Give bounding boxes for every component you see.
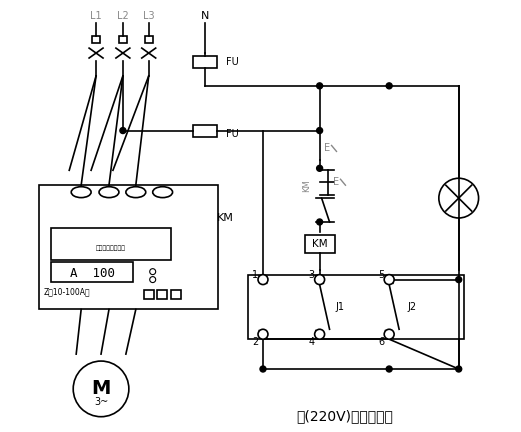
Text: FU: FU <box>226 129 239 139</box>
Circle shape <box>258 275 268 285</box>
Text: E: E <box>333 177 340 187</box>
Circle shape <box>315 329 325 339</box>
Text: KM: KM <box>302 179 311 191</box>
Text: KM: KM <box>217 213 233 223</box>
Circle shape <box>384 275 394 285</box>
Text: N: N <box>201 11 209 21</box>
Bar <box>170 289 180 299</box>
Text: KM: KM <box>312 239 327 249</box>
Text: J2: J2 <box>407 302 417 312</box>
Ellipse shape <box>126 187 146 197</box>
Text: 6: 6 <box>378 337 384 347</box>
Text: 5: 5 <box>378 270 384 280</box>
Text: Z（10-100A）: Z（10-100A） <box>43 287 90 296</box>
Bar <box>52 228 170 260</box>
Text: FU: FU <box>226 57 239 67</box>
Ellipse shape <box>71 187 91 197</box>
Ellipse shape <box>153 187 172 197</box>
Bar <box>144 289 154 299</box>
Circle shape <box>73 361 129 417</box>
Bar <box>157 289 167 299</box>
Circle shape <box>317 165 322 172</box>
Bar <box>305 235 334 253</box>
Circle shape <box>317 219 322 225</box>
Text: 2: 2 <box>252 337 258 347</box>
Bar <box>92 36 100 43</box>
Circle shape <box>439 178 479 218</box>
Ellipse shape <box>99 187 119 197</box>
Text: E: E <box>324 143 330 153</box>
Circle shape <box>456 366 462 372</box>
Bar <box>193 124 217 137</box>
Circle shape <box>260 366 266 372</box>
Circle shape <box>258 329 268 339</box>
Text: 4: 4 <box>308 337 315 347</box>
Bar <box>193 56 217 68</box>
Text: 3~: 3~ <box>94 397 108 407</box>
Bar <box>145 36 153 43</box>
Circle shape <box>120 127 126 133</box>
Bar <box>40 185 218 309</box>
Text: L2: L2 <box>117 11 129 21</box>
Text: 电动机智能监控器: 电动机智能监控器 <box>96 245 126 251</box>
Text: L1: L1 <box>90 11 102 21</box>
Text: J1: J1 <box>335 302 344 312</box>
Circle shape <box>386 83 392 89</box>
Circle shape <box>315 275 325 285</box>
Circle shape <box>386 366 392 372</box>
Bar <box>248 275 464 339</box>
Text: 1: 1 <box>252 270 258 280</box>
Text: A  100: A 100 <box>70 267 115 280</box>
Bar <box>52 262 133 282</box>
Bar <box>119 36 127 43</box>
Text: L3: L3 <box>143 11 155 21</box>
Text: M: M <box>91 379 111 398</box>
Circle shape <box>456 276 462 283</box>
Circle shape <box>384 329 394 339</box>
Circle shape <box>317 127 322 133</box>
Text: 配(220V)一般接线图: 配(220V)一般接线图 <box>296 410 393 424</box>
Text: 3: 3 <box>308 270 315 280</box>
Circle shape <box>317 83 322 89</box>
